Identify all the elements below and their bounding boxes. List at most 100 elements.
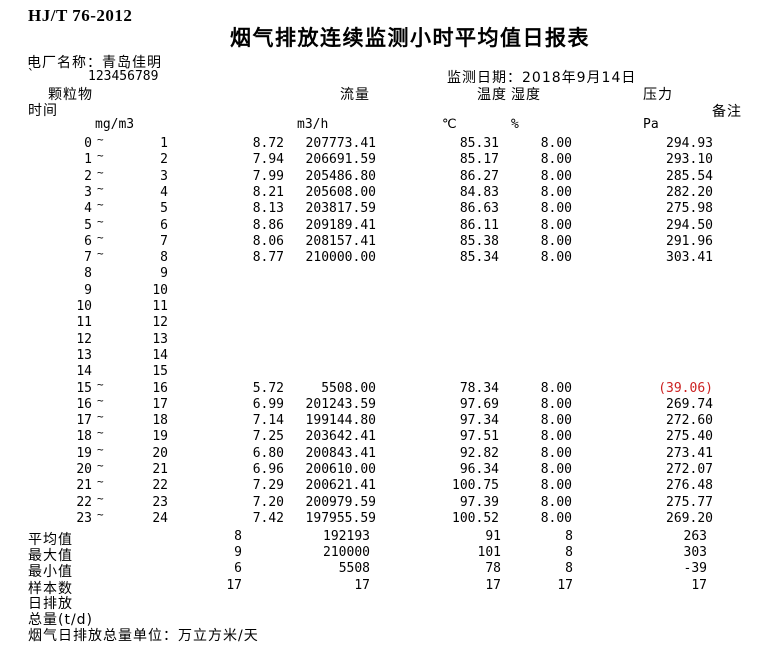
time-start-cell: 12	[76, 331, 92, 347]
time-end-cell: 4	[160, 184, 168, 200]
unit-flow: m3/h	[297, 117, 329, 132]
humidity-value-cell: 8.00	[540, 413, 572, 429]
table-row: 18 ~ 19 7.25 203642.41 97.51 8.00 275.40	[0, 426, 764, 446]
humidity-value-cell: 8.00	[540, 510, 572, 526]
time-end-cell: 9	[160, 266, 168, 282]
flow-value-cell: 200843.41	[305, 445, 376, 461]
monitor-date-label: 监测日期：	[447, 70, 522, 86]
time-end-cell: 24	[152, 510, 168, 526]
time-start-cell: 4	[84, 201, 92, 217]
humidity-value-cell: 8.00	[540, 478, 572, 494]
summary-humidity-cell: 8	[565, 545, 573, 561]
pressure-value-cell: 282.20	[666, 184, 713, 200]
flow-value-cell: 203642.41	[305, 429, 376, 445]
time-start-cell: 21	[76, 478, 92, 494]
flow-value-cell: 205486.80	[305, 168, 376, 184]
flow-value-cell: 209189.41	[305, 217, 376, 233]
flow-value-cell: 207773.41	[305, 136, 376, 151]
table-row: 10 11	[0, 299, 764, 316]
pressure-value-cell: 269.74	[666, 396, 713, 412]
daily-emission-label-line1: 日排放	[28, 596, 73, 612]
time-tilde: ~	[97, 181, 104, 195]
data-rows: 0 ~ 1 8.72 207773.41 85.31 8.00 294.93 1…	[0, 133, 764, 528]
dust-value-cell: 7.29	[252, 478, 284, 494]
dust-value-cell: 8.06	[252, 233, 284, 249]
temperature-value-cell: 97.34	[459, 413, 499, 429]
temperature-value-cell: 92.82	[459, 445, 499, 461]
summary-temperature-cell: 17	[485, 577, 501, 593]
time-end-cell: 8	[160, 250, 168, 266]
summary-flow-cell: 17	[354, 577, 370, 593]
time-start-cell: 5	[84, 217, 92, 233]
time-tilde: ~	[97, 247, 104, 261]
dust-value-cell: 7.42	[252, 510, 284, 526]
time-end-cell: 7	[160, 233, 168, 249]
dust-value-cell: 7.20	[252, 494, 284, 510]
time-end-cell: 5	[160, 201, 168, 217]
time-end-cell: 12	[152, 315, 168, 331]
unit-temperature: ℃	[442, 117, 457, 132]
column-header-dust: 颗粒物	[48, 87, 93, 103]
pressure-value-cell: 275.40	[666, 429, 713, 445]
time-tilde: ~	[97, 165, 104, 179]
time-end-cell: 2	[160, 152, 168, 168]
table-row: 23 ~ 24 7.42 197955.59 100.52 8.00 269.2…	[0, 508, 764, 528]
table-row: 3 ~ 4 8.21 205608.00 84.83 8.00 282.20	[0, 181, 764, 202]
time-start-cell: 15	[76, 380, 92, 396]
summary-humidity-cell: 8	[565, 529, 573, 544]
time-start-cell: 14	[76, 364, 92, 380]
table-row: 1 ~ 2 7.94 206691.59 85.17 8.00 293.10	[0, 149, 764, 169]
summary-flow-cell: 210000	[323, 545, 370, 561]
dust-value-cell: 7.14	[252, 413, 284, 429]
temperature-value-cell: 85.31	[459, 136, 499, 151]
table-row: 0 ~ 1 8.72 207773.41 85.31 8.00 294.93	[0, 133, 764, 153]
table-row: 11 12	[0, 315, 764, 332]
time-tilde: ~	[97, 491, 104, 505]
summary-label: 最大值	[28, 548, 73, 565]
dust-value-cell: 7.94	[252, 152, 284, 168]
table-row: 13 14	[0, 348, 764, 365]
summary-flow-cell: 5508	[338, 561, 370, 577]
flow-value-cell: 206691.59	[305, 152, 376, 168]
time-tilde: ~	[97, 393, 104, 407]
time-start-cell: 19	[76, 445, 92, 461]
summary-row: 最大值 9 210000 101 8 303	[0, 545, 764, 565]
flow-value-cell: 200979.59	[305, 494, 376, 510]
pressure-value-cell: 273.41	[666, 445, 713, 461]
dust-value-cell: 7.25	[252, 429, 284, 445]
temperature-value-cell: 100.52	[452, 510, 499, 526]
table-row: 12 13	[0, 332, 764, 349]
table-row: 8 9	[0, 266, 764, 283]
dust-value-cell: 8.86	[252, 217, 284, 233]
summary-row: 平均值 8 192193 91 8 263	[0, 529, 764, 548]
summary-flow-cell: 192193	[323, 529, 370, 544]
time-start-cell: 9	[84, 282, 92, 298]
time-start-cell: 6	[84, 233, 92, 249]
column-header-humidity: 湿度	[511, 87, 541, 103]
time-end-cell: 17	[152, 396, 168, 412]
temperature-value-cell: 86.63	[459, 201, 499, 217]
flue-gas-unit-note: 烟气日排放总量单位：万立方米/天	[28, 628, 259, 644]
summary-temperature-cell: 101	[477, 545, 501, 561]
column-header-remark: 备注	[712, 104, 742, 120]
time-end-cell: 16	[152, 380, 168, 396]
dust-value-cell: 8.21	[252, 184, 284, 200]
humidity-value-cell: 8.00	[540, 184, 572, 200]
summary-label: 样本数	[28, 580, 73, 597]
time-end-cell: 19	[152, 429, 168, 445]
temperature-value-cell: 97.51	[459, 429, 499, 445]
time-tilde: ~	[97, 198, 104, 212]
table-row: 21 ~ 22 7.29 200621.41 100.75 8.00 276.4…	[0, 475, 764, 495]
table-row: 15 ~ 16 5.72 5508.00 78.34 8.00 (39.06)	[0, 378, 764, 398]
table-row: 7 ~ 8 8.77 210000.00 85.34 8.00 303.41	[0, 247, 764, 267]
time-start-cell: 1	[84, 152, 92, 168]
time-start-cell: 17	[76, 413, 92, 429]
time-tilde: ~	[97, 230, 104, 244]
time-start-cell: 7	[84, 250, 92, 266]
pressure-value-cell: 285.54	[666, 168, 713, 184]
temperature-value-cell: 86.27	[459, 168, 499, 184]
temperature-value-cell: 85.17	[459, 152, 499, 168]
summary-label: 最小值	[28, 564, 73, 581]
table-row: 9 10	[0, 283, 764, 300]
humidity-value-cell: 8.00	[540, 396, 572, 412]
